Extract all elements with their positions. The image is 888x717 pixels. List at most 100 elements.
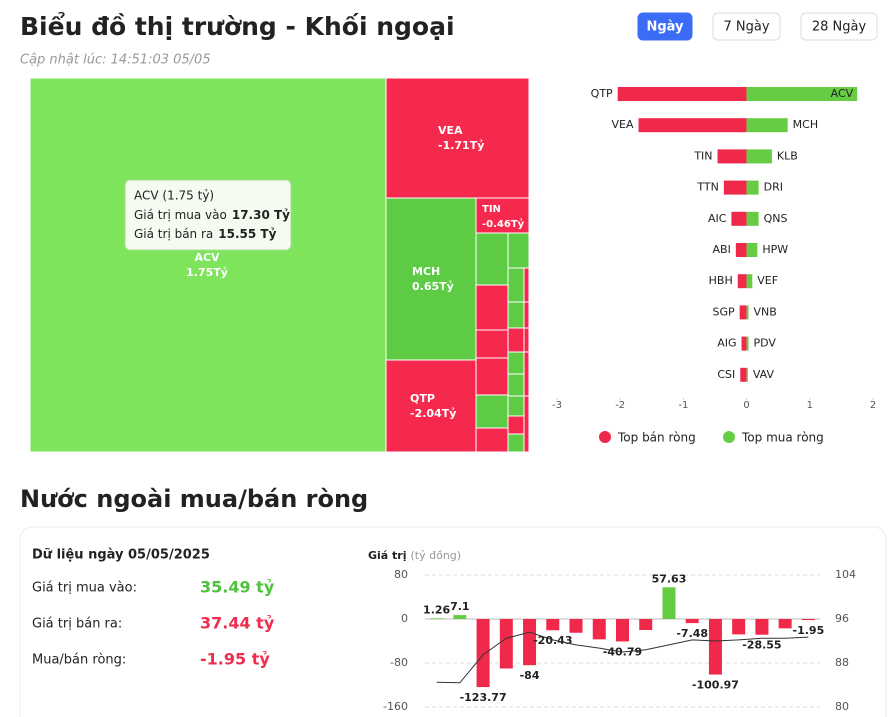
tab-button[interactable] — [637, 12, 693, 41]
bar-value-label: -84 — [520, 669, 540, 682]
bar-label: MCH — [793, 118, 818, 131]
bar — [685, 619, 699, 624]
tab-label[interactable]: 28 Ngày — [812, 20, 867, 35]
bar — [746, 336, 749, 351]
bar — [453, 615, 467, 619]
tooltip-row: Giá trị bán ra 15.55 Tỷ — [134, 227, 277, 241]
summary-title: Dữ liệu ngày 05/05/2025 — [32, 548, 210, 563]
bar — [617, 87, 747, 101]
section-title: Nước ngoài mua/bán ròng — [20, 485, 368, 513]
bar — [778, 619, 792, 629]
bar — [616, 619, 629, 642]
cell-value: 0.65Tỷ — [412, 280, 454, 293]
treemap-cell — [475, 197, 530, 234]
bar-label: KLB — [777, 149, 798, 162]
bar-value-label: 7.1 — [450, 600, 470, 613]
bar-label: AIC — [708, 212, 727, 225]
bar-value-label: -1.95 — [793, 624, 825, 637]
axis-unit: (tỷ đồng) — [411, 549, 462, 562]
bar — [746, 305, 749, 320]
tooltip-label: Giá trị mua vào — [134, 208, 227, 222]
cell-value: -1.71Tỷ — [438, 139, 484, 152]
x-tick-label: 1 — [807, 400, 813, 411]
legend-swatch — [723, 431, 735, 443]
bar-label: SGP — [713, 305, 736, 318]
bar — [592, 619, 606, 640]
bar — [746, 149, 772, 164]
tooltip-value: 17.30 Tỷ — [232, 208, 290, 222]
treemap-cell — [29, 77, 387, 453]
bar — [746, 243, 758, 257]
bar-value-label: -28.55 — [742, 639, 781, 652]
bar — [755, 619, 769, 635]
tooltip-value: 15.55 Tỷ — [218, 227, 276, 241]
bar — [708, 619, 722, 675]
bar-label: TTN — [696, 181, 718, 194]
x-tick-label: 2 — [870, 400, 876, 411]
cell-name: MCH — [412, 265, 440, 278]
bar-label: TIN — [693, 149, 712, 162]
tab-button[interactable] — [712, 12, 781, 41]
bar — [737, 274, 747, 289]
summary-label: Mua/bán ròng: — [32, 653, 126, 668]
bar — [662, 587, 676, 619]
treemap-cell — [385, 77, 530, 199]
bar-label: AIG — [717, 337, 736, 350]
bar-label: PDV — [753, 337, 776, 350]
summary-card — [19, 526, 887, 717]
bar-label: CSI — [717, 368, 735, 381]
bar — [723, 180, 747, 195]
tooltip-box — [124, 179, 292, 251]
bar — [639, 619, 653, 630]
summary-value: 37.44 tỷ — [200, 614, 275, 633]
tooltip-title: ACV (1.75 tỷ) — [134, 189, 214, 203]
cell-name: VEA — [438, 124, 463, 137]
summary-value: 35.49 tỷ — [200, 578, 275, 597]
bar-label: VEA — [612, 118, 634, 131]
tab-label[interactable]: Ngày — [646, 20, 684, 35]
summary-value: -1.95 tỷ — [200, 650, 270, 669]
bar — [740, 367, 747, 382]
bar — [476, 619, 490, 688]
bar — [732, 619, 746, 635]
page-title: Biểu đồ thị trường - Khối ngoại — [20, 11, 455, 41]
y2-tick-label: 80 — [835, 700, 849, 713]
bar-value-label: 57.63 — [652, 572, 687, 585]
y2-tick-label: 96 — [835, 612, 849, 625]
bar — [430, 618, 444, 619]
bar — [746, 118, 788, 133]
tab-label[interactable]: 7 Ngày — [723, 20, 769, 35]
bar-label: HBH — [709, 274, 733, 287]
bar-label: VEF — [757, 274, 778, 287]
bar-value-label: -100.97 — [692, 679, 739, 692]
bar — [746, 211, 759, 226]
bar — [499, 619, 513, 669]
cell-value: -0.46Tỷ — [482, 217, 525, 230]
x-tick-label: -1 — [678, 400, 688, 411]
bar — [731, 211, 747, 226]
legend-label: Top mua ròng — [741, 431, 824, 445]
bar-label: QTP — [591, 87, 613, 100]
summary-label: Giá trị mua vào: — [32, 581, 137, 596]
cell-name: ACV — [194, 251, 220, 264]
x-tick-label: -3 — [552, 400, 562, 411]
y-tick-label: 80 — [394, 568, 408, 581]
bar — [746, 87, 858, 101]
bar — [717, 149, 747, 164]
y-tick-label: 0 — [401, 612, 408, 625]
bar-label: VNB — [753, 305, 776, 318]
bar — [746, 274, 753, 289]
treemap-cell — [385, 197, 477, 361]
bar — [739, 305, 747, 320]
y-tick-label: -80 — [390, 656, 408, 669]
bar-label: ACV — [831, 87, 854, 100]
bar — [569, 619, 583, 633]
axis-title: Giá trị (tỷ đồng) — [368, 549, 461, 562]
bar-label: ABI — [713, 243, 731, 256]
bar — [638, 118, 747, 133]
tab-button[interactable] — [800, 12, 878, 41]
bar-value-label: -20.43 — [533, 634, 572, 647]
line — [436, 631, 809, 684]
bar-value-label: -123.77 — [460, 691, 507, 704]
